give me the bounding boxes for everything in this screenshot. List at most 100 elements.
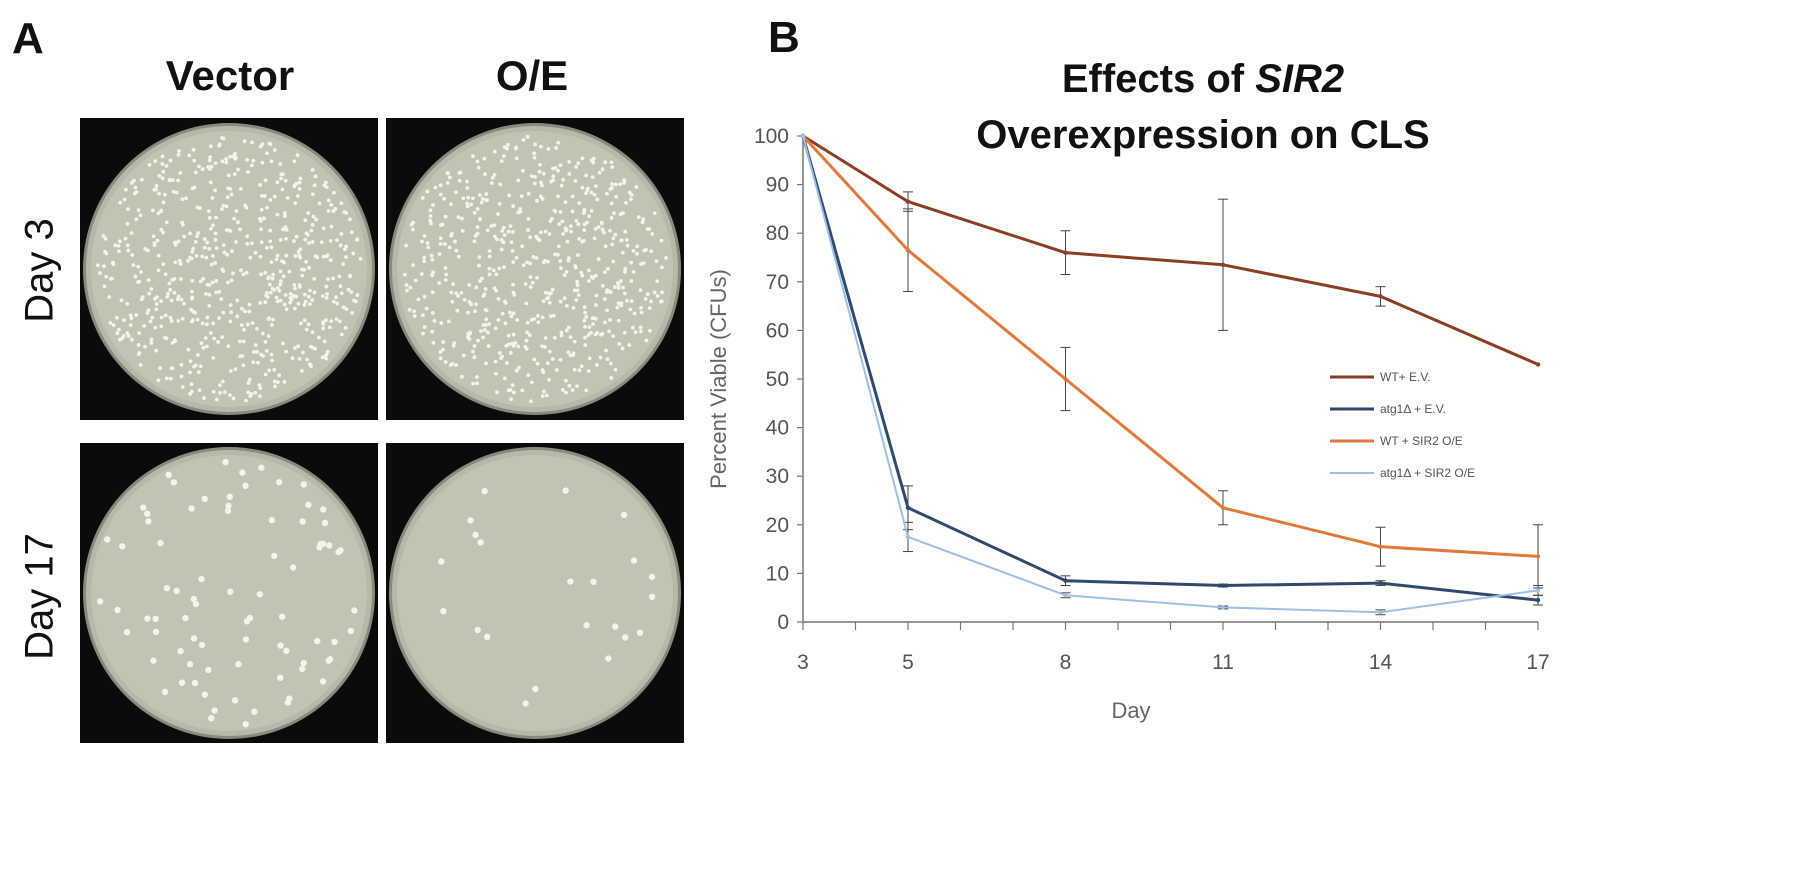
colony bbox=[514, 255, 519, 260]
colony bbox=[331, 276, 336, 281]
colony bbox=[130, 337, 134, 342]
colony bbox=[146, 308, 151, 313]
colony bbox=[297, 283, 302, 287]
colony bbox=[572, 367, 577, 372]
colony bbox=[617, 342, 622, 346]
colony bbox=[265, 205, 269, 210]
colony bbox=[523, 282, 528, 286]
colony bbox=[178, 171, 183, 175]
colony bbox=[607, 329, 611, 334]
colony bbox=[292, 239, 296, 243]
colony bbox=[465, 201, 469, 206]
colony bbox=[303, 299, 308, 304]
colony bbox=[190, 318, 195, 322]
colony bbox=[140, 295, 145, 300]
colony bbox=[214, 290, 218, 295]
colony bbox=[198, 641, 206, 649]
colony bbox=[246, 170, 250, 175]
colony bbox=[236, 167, 240, 172]
colony bbox=[213, 188, 218, 193]
colony bbox=[228, 154, 233, 159]
colony bbox=[630, 325, 635, 330]
colony bbox=[467, 283, 472, 287]
colony bbox=[538, 230, 543, 235]
colony bbox=[512, 293, 517, 297]
colony bbox=[322, 339, 327, 344]
colony bbox=[148, 319, 153, 324]
colony bbox=[225, 252, 230, 257]
colony bbox=[490, 175, 495, 180]
colony bbox=[623, 291, 627, 296]
colony bbox=[481, 196, 485, 201]
colony bbox=[474, 302, 478, 307]
colony bbox=[502, 233, 507, 238]
colony bbox=[446, 319, 451, 324]
colony bbox=[355, 237, 360, 242]
colony bbox=[652, 290, 657, 295]
colony bbox=[277, 373, 282, 378]
colony bbox=[225, 502, 232, 510]
colony bbox=[559, 333, 564, 338]
colony bbox=[593, 316, 598, 321]
colony bbox=[199, 341, 204, 346]
colony bbox=[229, 278, 234, 283]
colony bbox=[643, 297, 648, 301]
colony bbox=[640, 220, 645, 225]
colony bbox=[117, 249, 121, 254]
colony bbox=[439, 321, 444, 325]
colony bbox=[547, 232, 552, 236]
colony bbox=[178, 261, 183, 266]
colony bbox=[267, 275, 271, 279]
colony bbox=[485, 228, 490, 233]
colony bbox=[478, 216, 482, 221]
colony bbox=[600, 284, 605, 288]
colony bbox=[313, 174, 318, 179]
colony bbox=[596, 225, 601, 229]
colony bbox=[590, 175, 595, 180]
colony bbox=[443, 360, 448, 364]
colony bbox=[429, 253, 434, 258]
colony bbox=[278, 298, 283, 303]
colony bbox=[263, 300, 268, 304]
colony bbox=[244, 398, 248, 403]
colony bbox=[543, 345, 547, 349]
colony bbox=[210, 280, 215, 285]
colony bbox=[205, 666, 212, 674]
colony bbox=[608, 228, 612, 233]
colony bbox=[250, 321, 255, 325]
colony bbox=[422, 325, 427, 329]
colony bbox=[456, 215, 461, 219]
colony bbox=[616, 318, 621, 323]
colony bbox=[211, 223, 215, 228]
colony bbox=[279, 176, 283, 181]
colony bbox=[313, 637, 321, 645]
colony bbox=[283, 647, 290, 655]
colony bbox=[582, 238, 586, 243]
colony bbox=[114, 606, 121, 614]
colony bbox=[562, 273, 567, 278]
colony bbox=[238, 339, 242, 344]
colony bbox=[253, 343, 258, 348]
colony bbox=[431, 270, 436, 275]
colony bbox=[349, 230, 354, 235]
colony bbox=[593, 226, 598, 231]
colony bbox=[189, 382, 194, 387]
colony bbox=[198, 575, 205, 583]
colony bbox=[583, 324, 587, 329]
colony bbox=[329, 319, 334, 324]
colony bbox=[267, 141, 272, 146]
colony bbox=[168, 315, 173, 320]
colony bbox=[492, 172, 497, 177]
colony bbox=[278, 613, 286, 620]
colony bbox=[224, 507, 232, 515]
colony bbox=[562, 487, 569, 494]
colony bbox=[116, 243, 121, 248]
colony bbox=[225, 195, 230, 200]
colony bbox=[239, 186, 243, 191]
colony bbox=[133, 185, 138, 190]
colony bbox=[274, 257, 279, 262]
colony bbox=[102, 284, 107, 289]
colony bbox=[620, 346, 625, 351]
colony bbox=[111, 262, 116, 267]
colony bbox=[208, 715, 215, 722]
